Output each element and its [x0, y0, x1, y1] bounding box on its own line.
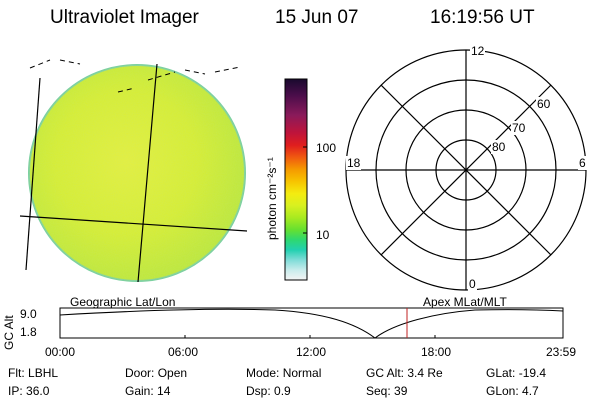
mlt-label-6: 6	[578, 156, 587, 170]
disk-texture	[29, 65, 245, 281]
y-tick-1_8: 1.8	[20, 325, 37, 339]
geographic-label: Geographic Lat/Lon	[70, 295, 176, 309]
apex-label: Apex MLat/MLT	[423, 295, 507, 309]
terminator-line	[29, 59, 241, 93]
gc-alt-axis-title: GC Alt	[2, 315, 16, 350]
mlt-label-12: 12	[470, 44, 486, 58]
latitude-line	[19, 215, 248, 232]
colorbar-tick-10: 10	[316, 228, 330, 242]
lat-label-70: 70	[511, 121, 527, 135]
instrument-title: Ultraviolet Imager	[50, 7, 199, 28]
color-bar	[284, 78, 308, 281]
info-dsp: Dsp: 0.9	[246, 384, 291, 398]
uv-image	[19, 59, 248, 283]
date-label: 15 Jun 07	[275, 7, 359, 28]
info-door: Door: Open	[125, 366, 188, 380]
x-tick-1800: 18:00	[421, 345, 452, 359]
info-ip: IP: 36.0	[8, 384, 50, 398]
info-gain: Gain: 14	[125, 384, 171, 398]
longitude-line	[25, 77, 41, 271]
info-flt: Flt: LBHL	[8, 366, 59, 380]
altitude-plot	[59, 307, 564, 339]
lat-label-60: 60	[536, 97, 552, 111]
polar-plot	[345, 49, 587, 291]
colorbar-unit-label: photon cm⁻²s⁻¹	[265, 157, 279, 240]
lat-label-80: 80	[491, 140, 507, 154]
mlt-label-0: 0	[468, 277, 477, 291]
polar-diagonal	[380, 84, 552, 256]
x-tick-0000: 00:00	[45, 345, 76, 359]
info-mode: Mode: Normal	[246, 366, 322, 380]
x-tick-2359: 23:59	[546, 345, 577, 359]
x-tick-0600: 06:00	[168, 345, 199, 359]
plot-frame	[59, 307, 564, 339]
altitude-curve	[59, 308, 564, 339]
info-glon: GLon: 4.7	[486, 384, 539, 398]
info-gc-alt: GC Alt: 3.4 Re	[366, 366, 443, 380]
time-label: 16:19:56 UT	[430, 7, 535, 28]
colorbar-tick-100: 100	[316, 141, 337, 155]
x-tick-1200: 12:00	[296, 345, 327, 359]
info-glat: GLat: -19.4	[486, 366, 547, 380]
mlt-label-18: 18	[346, 156, 362, 170]
longitude-line	[137, 63, 158, 283]
y-tick-9: 9.0	[20, 307, 37, 321]
info-seq: Seq: 39	[366, 384, 408, 398]
